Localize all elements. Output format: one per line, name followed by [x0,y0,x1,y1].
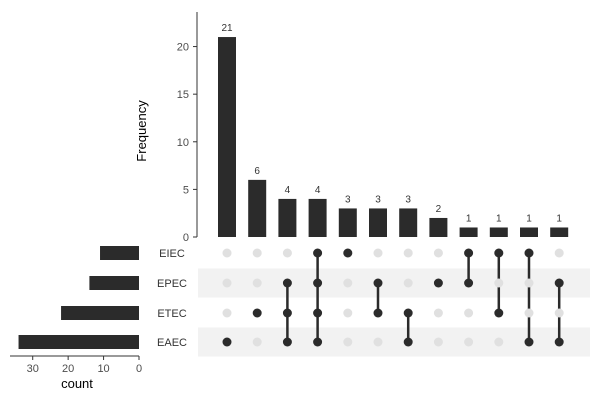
intersection-bar-label: 1 [496,213,502,224]
set-size-bar [100,246,139,260]
intersection-bar [369,208,387,237]
y-axis-title: Frequency [134,100,149,162]
intersection-bar-label: 1 [466,213,472,224]
intersection-bar [520,227,538,237]
y-tick-label: 15 [177,89,189,101]
intersection-bar [489,227,508,237]
matrix-dot-inactive [464,337,474,347]
matrix-dot-active [313,308,323,318]
set-label: EIEC [159,248,185,260]
matrix-dot-active [252,308,262,318]
intersection-bar-label: 3 [375,194,381,205]
matrix-dot-inactive [494,278,504,288]
matrix-dot-active [554,278,564,288]
matrix-dot-active [373,278,383,288]
matrix-dot-active [373,308,383,318]
matrix-dot-inactive [343,278,353,288]
matrix-dot-inactive [524,308,534,318]
set-size-bar [89,276,139,290]
matrix-dot-active [222,337,232,347]
matrix-dot-inactive [252,337,262,347]
intersection-bar [308,198,327,237]
matrix-dot-inactive [433,308,443,318]
intersection-matrix [222,248,564,347]
set-label: ETEC [157,308,186,320]
matrix-dot-inactive [554,308,564,318]
set-size-axis-title: count [61,376,93,391]
intersection-bar [218,37,236,237]
set-labels: EIEC EPEC ETEC EAEC [157,248,187,349]
intersection-y-axis: 0 5 10 15 20 [177,12,198,244]
set-size-tick-label: 20 [62,363,74,375]
matrix-dot-inactive [554,248,564,258]
matrix-dot-active [464,278,474,288]
y-tick-label: 0 [183,232,189,244]
intersection-bar [550,227,569,237]
intersection-bar-label: 21 [221,23,233,34]
set-size-x-axis: 30 20 10 0 [10,355,142,375]
matrix-dot-active [313,278,323,288]
matrix-dot-active [554,337,564,347]
y-tick-label: 20 [177,42,189,54]
intersection-bar-label: 1 [556,213,562,224]
matrix-dot-active [282,337,292,347]
matrix-dot-inactive [282,248,292,258]
intersection-bar-label: 1 [526,213,532,224]
matrix-dot-inactive [373,337,383,347]
matrix-dot-inactive [433,337,443,347]
matrix-dot-active [433,278,443,288]
intersection-bar [278,198,297,237]
set-label: EPEC [157,278,187,290]
matrix-dot-active [524,248,534,258]
y-tick-label: 5 [183,184,189,196]
set-size-tick-label: 0 [136,363,142,375]
matrix-dot-inactive [464,308,474,318]
matrix-dot-inactive [343,308,353,318]
matrix-dot-inactive [222,308,232,318]
intersection-bar-label: 6 [254,166,260,177]
intersection-bar [429,217,448,237]
matrix-dot-active [403,337,413,347]
set-label: EAEC [157,337,187,349]
intersection-bar-label: 4 [315,185,321,196]
matrix-dot-active [313,248,323,258]
matrix-dot-inactive [252,248,262,258]
intersection-bar [248,179,267,237]
matrix-dot-inactive [494,337,504,347]
set-size-bar [61,306,139,320]
set-size-tick-label: 30 [27,363,39,375]
intersection-bar [399,208,418,237]
intersection-bar [459,227,478,237]
set-size-bar [18,335,140,349]
matrix-dot-inactive [222,248,232,258]
matrix-dot-inactive [403,278,413,288]
matrix-dot-inactive [373,248,383,258]
y-tick-label: 10 [177,137,189,149]
intersection-bar-label: 3 [345,194,351,205]
matrix-dot-active [403,308,413,318]
matrix-dot-inactive [343,337,353,347]
matrix-dot-inactive [252,278,262,288]
matrix-dot-active [494,248,504,258]
matrix-dot-active [524,337,534,347]
intersection-bar-label: 4 [285,185,291,196]
intersection-bar-label: 2 [436,204,442,215]
matrix-dot-active [282,278,292,288]
intersection-bar-label: 3 [405,194,411,205]
matrix-dot-active [494,308,504,318]
matrix-dot-active [313,337,323,347]
set-size-bars [18,246,140,349]
matrix-dot-active [282,308,292,318]
set-size-tick-label: 10 [97,363,109,375]
matrix-dot-inactive [403,248,413,258]
intersection-bar [338,208,357,237]
matrix-dot-active [464,248,474,258]
matrix-dot-active [343,248,353,258]
matrix-dot-inactive [433,248,443,258]
matrix-dot-inactive [222,278,232,288]
matrix-dot-inactive [524,278,534,288]
